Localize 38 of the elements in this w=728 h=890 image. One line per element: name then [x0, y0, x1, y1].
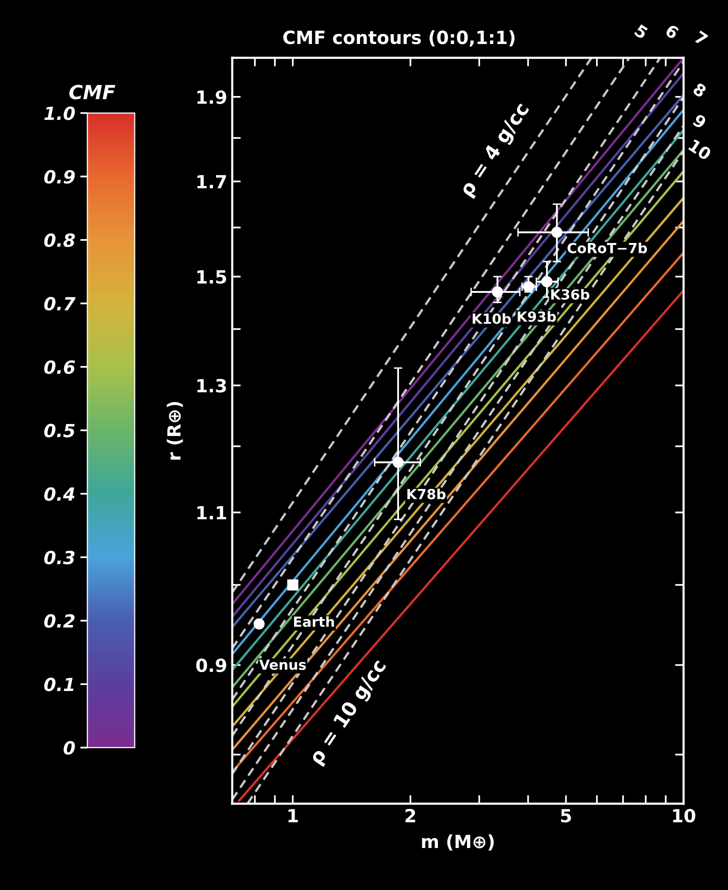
annotation: 5: [634, 24, 648, 40]
color-bar-label: 1.0: [44, 106, 75, 120]
annotation: 8: [692, 82, 708, 98]
color-bar-label: 0.7: [44, 296, 76, 311]
x-tick-label: 5: [561, 809, 571, 823]
y-tick-label: 1.3: [197, 378, 226, 393]
color-bar-label: 0.4: [44, 487, 74, 501]
color-bar-title: CMF: [69, 84, 116, 100]
color-bar-label: 0: [64, 741, 75, 755]
x-tick-label: 1: [288, 809, 298, 822]
text: Venus: [259, 660, 306, 670]
series-label: K10b: [472, 313, 511, 324]
y-tick-label: 1.1: [197, 506, 226, 520]
x-tick-label: 10: [673, 808, 696, 823]
chart-title: CMF contours (0:0,1:1): [283, 30, 515, 47]
color-bar-label: 0.3: [44, 550, 74, 564]
color-bar-label: 0.9: [44, 170, 75, 184]
annotation: 6: [664, 24, 680, 40]
color-bar-label: 0.8: [44, 233, 75, 248]
annotation: 7: [694, 30, 708, 46]
color-bar-label: 0.6: [44, 360, 75, 374]
color-bar-label: 0.2: [44, 614, 75, 628]
x-axis-title: m (M⊕): [422, 834, 494, 850]
y-tick-label: 1.5: [197, 270, 226, 284]
y-axis-title: r (R⊕): [166, 402, 183, 460]
series-label: K36b: [551, 288, 590, 300]
color-bar-label: 0.1: [44, 678, 74, 692]
series-label: K93b: [518, 311, 556, 322]
series-label: K78b: [407, 488, 446, 500]
y-tick-label: 1.9: [197, 90, 226, 104]
series-label: Earth: [294, 616, 334, 627]
series-label: CoRoT−7b: [568, 242, 647, 254]
annotation: 10: [688, 138, 712, 161]
y-tick-label: 1.7: [197, 175, 226, 188]
y-tick-label: 0.9: [196, 658, 226, 672]
x-tick-label: 2: [406, 808, 416, 822]
color-bar-label: 0.5: [44, 424, 75, 438]
annotation: 9: [692, 113, 708, 130]
